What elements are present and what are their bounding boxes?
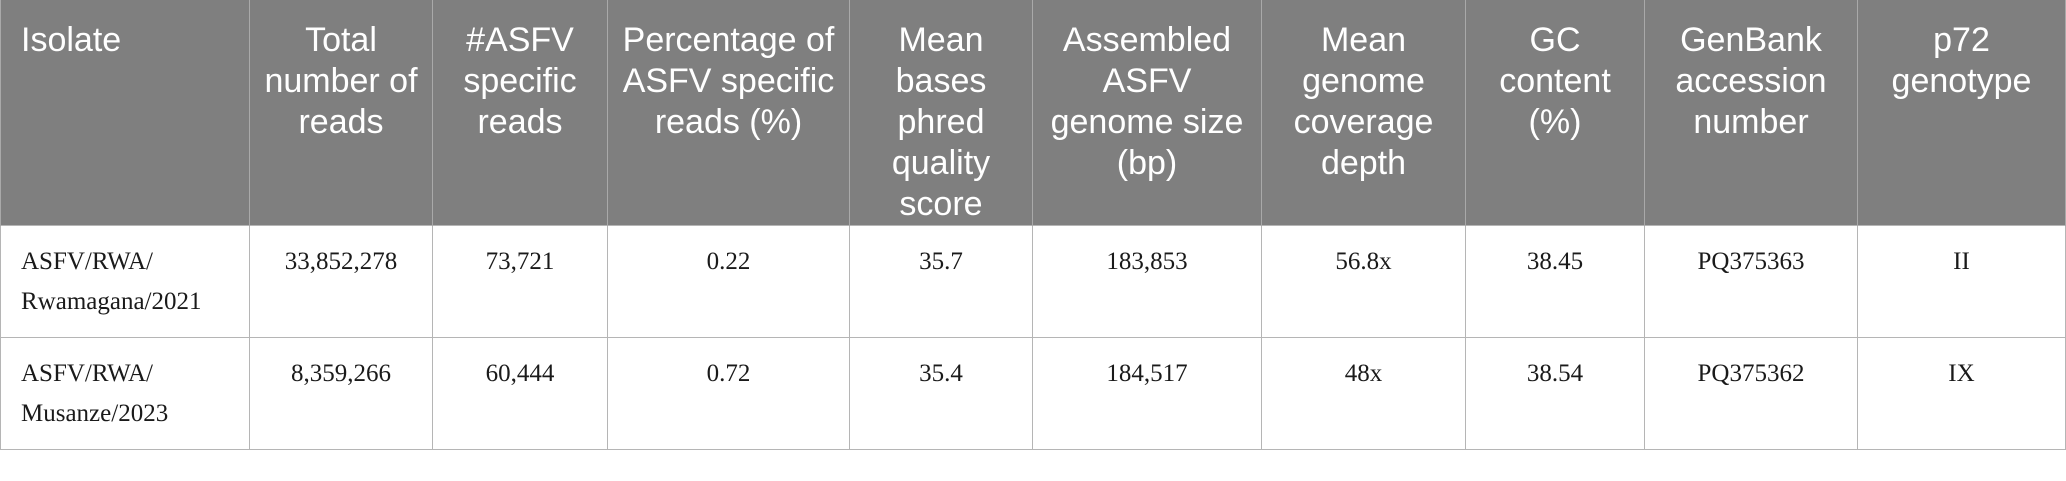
cell-asfv-reads: 60,444 [432, 337, 608, 450]
cell-coverage-depth: 56.8x [1261, 225, 1466, 338]
cell-asfv-reads: 73,721 [432, 225, 608, 338]
cell-isolate: ASFV/RWA/Musanze/2023 [0, 337, 250, 450]
cell-genotype: IX [1857, 337, 2066, 450]
cell-percentage: 0.22 [607, 225, 850, 338]
table-header: Isolate Total number of reads #ASFV spec… [0, 0, 2066, 226]
header-total-reads: Total number of reads [249, 0, 433, 226]
cell-gc-content: 38.45 [1465, 225, 1645, 338]
cell-phred-score: 35.4 [849, 337, 1033, 450]
cell-genome-size: 183,853 [1032, 225, 1262, 338]
cell-genotype: II [1857, 225, 2066, 338]
table-row: ASFV/RWA/Rwamagana/2021 33,852,278 73,72… [0, 225, 2066, 338]
header-asfv-reads: #ASFV specific reads [432, 0, 608, 226]
isolate-line-2: Musanze/2023 [21, 400, 169, 427]
cell-accession: PQ375362 [1644, 337, 1858, 450]
header-gc-content: GC content (%) [1465, 0, 1645, 226]
cell-percentage: 0.72 [607, 337, 850, 450]
cell-coverage-depth: 48x [1261, 337, 1466, 450]
asfv-isolates-table: Isolate Total number of reads #ASFV spec… [0, 0, 2066, 450]
header-genotype: p72 genotype [1857, 0, 2066, 226]
table-body: ASFV/RWA/Rwamagana/2021 33,852,278 73,72… [0, 225, 2066, 450]
header-genome-size: Assembled ASFV genome size (bp) [1032, 0, 1262, 226]
table-row: ASFV/RWA/Musanze/2023 8,359,266 60,444 0… [0, 337, 2066, 450]
cell-genome-size: 184,517 [1032, 337, 1262, 450]
header-isolate: Isolate [0, 0, 250, 226]
cell-isolate: ASFV/RWA/Rwamagana/2021 [0, 225, 250, 338]
header-row: Isolate Total number of reads #ASFV spec… [0, 0, 2066, 226]
cell-gc-content: 38.54 [1465, 337, 1645, 450]
isolate-line-2: Rwamagana/2021 [21, 288, 202, 315]
cell-phred-score: 35.7 [849, 225, 1033, 338]
isolate-line-1: ASFV/RWA/ [21, 248, 153, 275]
header-percentage: Percentage of ASFV specific reads (%) [607, 0, 850, 226]
isolate-line-1: ASFV/RWA/ [21, 360, 153, 387]
header-accession: GenBank accession number [1644, 0, 1858, 226]
header-coverage-depth: Mean genome coverage depth [1261, 0, 1466, 226]
header-phred-score: Mean bases phred quality score [849, 0, 1033, 226]
cell-accession: PQ375363 [1644, 225, 1858, 338]
cell-total-reads: 8,359,266 [249, 337, 433, 450]
cell-total-reads: 33,852,278 [249, 225, 433, 338]
